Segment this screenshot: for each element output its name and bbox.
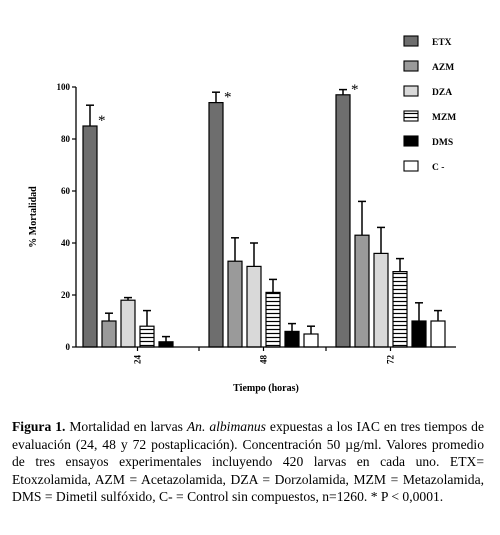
significance-marker: * [98, 113, 106, 129]
legend-swatch [403, 60, 419, 72]
bar [430, 320, 446, 348]
bar [246, 265, 262, 348]
significance-marker: * [351, 82, 359, 98]
y-tick-label: 60 [61, 186, 71, 196]
y-axis: 0 20 40 60 80 100 [57, 82, 77, 352]
legend: ETX AZM DZA MZM DMS C - [403, 35, 456, 173]
bar [139, 325, 155, 348]
bar-chart: * * * 0 20 40 60 80 100 24 48 72 ETX AZM DZA MZM DMS C… [28, 35, 456, 394]
bar [158, 341, 174, 348]
bar [284, 330, 300, 348]
legend-swatch [403, 135, 419, 147]
legend-swatch [403, 85, 419, 97]
caption-text-1: Mortalidad en larvas [65, 419, 187, 434]
legend-label: MZM [432, 113, 456, 123]
legend-label: C - [432, 163, 444, 173]
legend-label: DMS [432, 138, 453, 148]
bar [411, 320, 427, 348]
x-axis: 24 48 72 [76, 346, 456, 365]
significance-marker: * [224, 90, 232, 106]
bar [373, 252, 389, 348]
y-tick-label: 0 [66, 342, 71, 352]
legend-label: ETX [432, 38, 452, 48]
y-tick-label: 20 [61, 290, 71, 300]
legend-swatch [403, 35, 419, 47]
bar [120, 299, 136, 348]
bar [392, 271, 408, 348]
bar [227, 260, 243, 348]
plot-area: * * * [82, 82, 446, 348]
figure-caption: Figura 1. Mortalidad en larvas An. albim… [12, 418, 484, 506]
bar [354, 234, 370, 348]
bar [335, 94, 351, 348]
x-tick-label: 48 [259, 355, 269, 365]
legend-swatch [403, 160, 419, 172]
legend-swatch [403, 110, 419, 122]
caption-label: Figura 1. [12, 419, 66, 434]
bar [208, 101, 224, 348]
bar [303, 333, 319, 348]
legend-label: DZA [432, 88, 452, 98]
y-tick-label: 80 [61, 134, 71, 144]
bar [82, 125, 98, 348]
x-axis-label: Tiempo (horas) [233, 383, 299, 394]
bar [101, 320, 117, 348]
y-axis-label: % Mortalidad [28, 186, 39, 248]
y-tick-label: 100 [57, 82, 71, 92]
x-tick-label: 72 [386, 355, 396, 365]
x-tick-label: 24 [133, 355, 143, 365]
legend-label: AZM [432, 63, 454, 73]
bar [265, 291, 281, 348]
y-tick-label: 40 [61, 238, 71, 248]
caption-species: An. albimanus [186, 419, 266, 434]
caption-text-2: expuestas a los IAC en tres tiempos de e… [12, 419, 484, 504]
